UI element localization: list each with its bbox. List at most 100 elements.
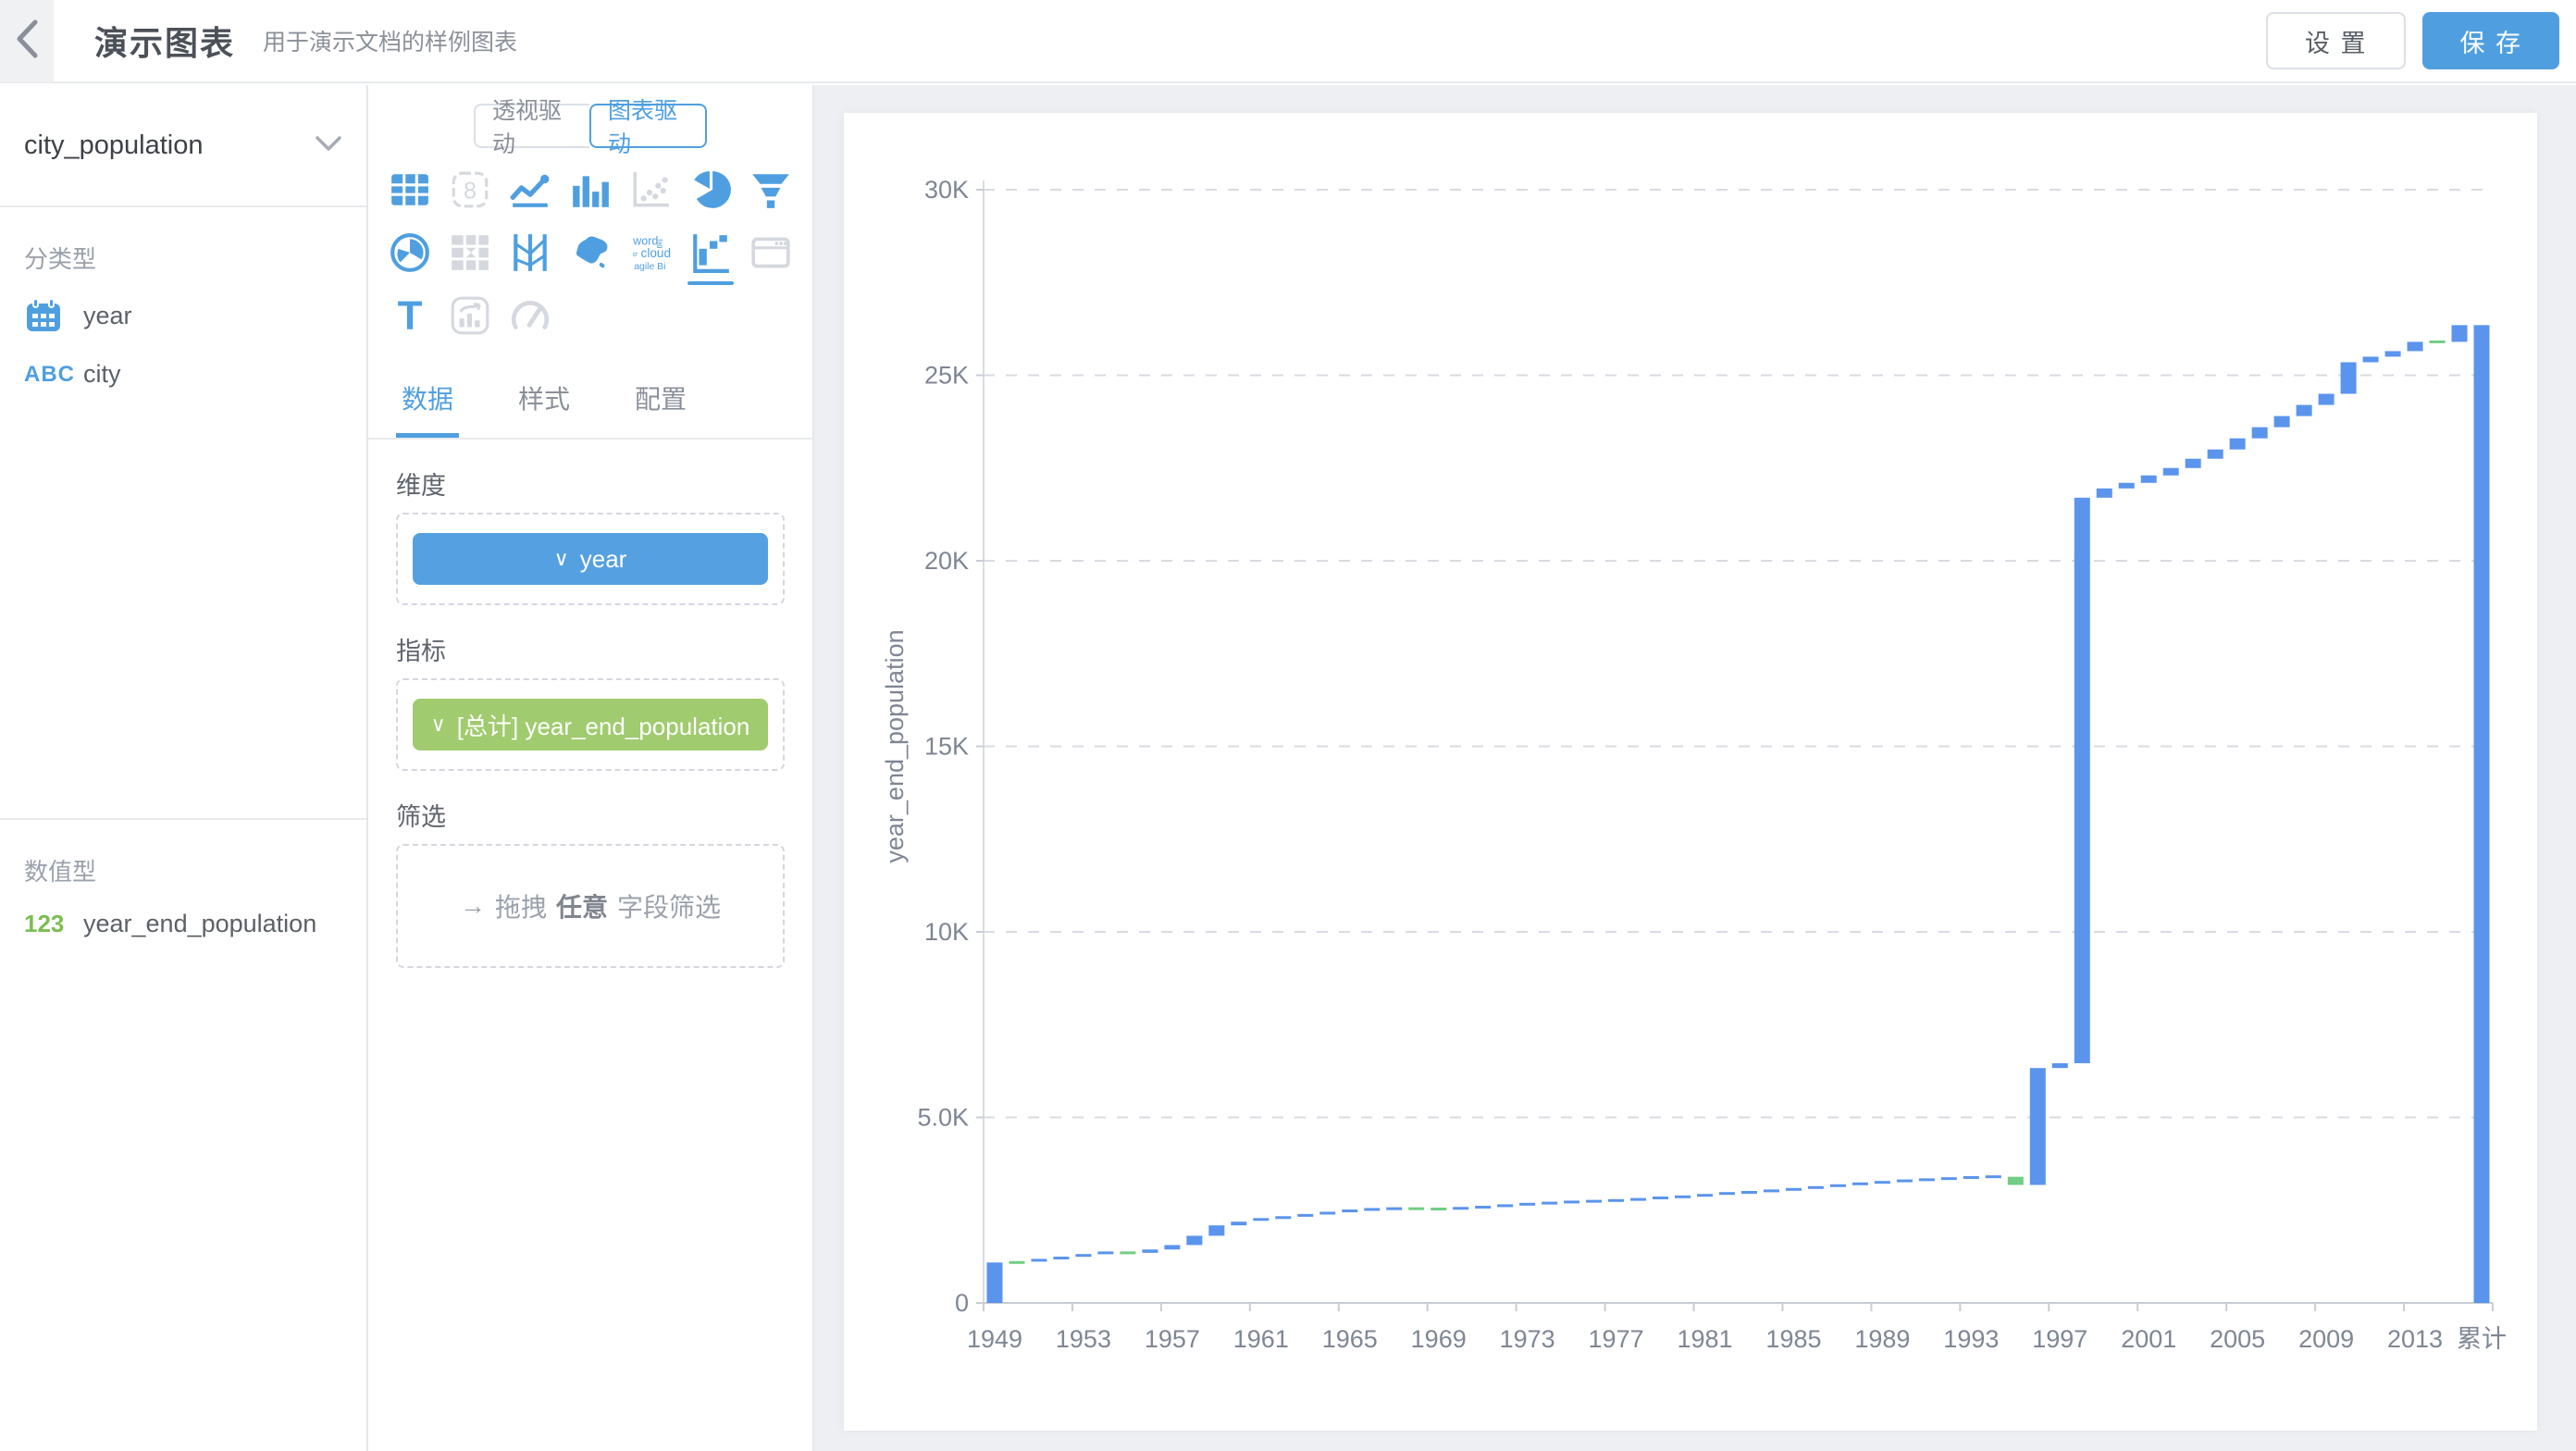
chart-type-number-card-icon[interactable]: 8 xyxy=(449,168,491,211)
svg-text:1969: 1969 xyxy=(1411,1325,1467,1353)
svg-text:T: T xyxy=(398,294,423,337)
svg-text:1973: 1973 xyxy=(1500,1325,1555,1353)
mode-pivot-driven[interactable]: 透视驱动 xyxy=(474,98,589,157)
svg-text:2001: 2001 xyxy=(2121,1325,2176,1353)
svg-text:8: 8 xyxy=(464,178,477,204)
svg-text:1977: 1977 xyxy=(1589,1325,1644,1353)
page-title: 演示图表 xyxy=(94,24,236,62)
svg-text:1949: 1949 xyxy=(967,1325,1022,1353)
chart-type-word-cloud-icon[interactable]: word tag cloud b agile Bi xyxy=(629,231,672,274)
svg-text:2013: 2013 xyxy=(2387,1325,2443,1353)
numeric-123-icon: 123 xyxy=(24,910,65,937)
svg-text:2009: 2009 xyxy=(2298,1325,2354,1353)
chart-type-waterfall-icon[interactable] xyxy=(687,231,734,285)
filter-hint-bold: 任意 xyxy=(555,893,608,922)
svg-text:1993: 1993 xyxy=(1943,1325,1999,1353)
field-item-year[interactable]: year xyxy=(0,284,366,347)
waterfall-chart: 0 5.0K 10K 15K 20K 25K 30K 1949 1953 1957 1961 1965… xyxy=(881,176,2507,1353)
chart-type-bar-icon[interactable] xyxy=(569,168,612,211)
chart-type-text-icon[interactable]: T xyxy=(389,294,431,337)
svg-text:30K: 30K xyxy=(924,176,969,204)
svg-text:15K: 15K xyxy=(924,733,969,761)
tab-数据[interactable]: 数据 xyxy=(396,365,460,438)
field-item-city[interactable]: ABC city xyxy=(0,347,366,402)
chevron-down-icon: ∨ xyxy=(430,713,446,736)
chart-type-pivot-table-icon[interactable] xyxy=(449,231,491,274)
svg-text:1989: 1989 xyxy=(1854,1325,1910,1353)
svg-text:20K: 20K xyxy=(924,547,969,575)
dimension-pill-year[interactable]: ∨ year xyxy=(413,533,768,585)
chart-canvas-area: 0 5.0K 10K 15K 20K 25K 30K 1949 1953 1957 1961 1965… xyxy=(814,85,2576,1451)
chevron-down-icon: ∨ xyxy=(553,547,569,570)
mode-toggle: 透视驱动 图表驱动 xyxy=(474,98,707,157)
chart-type-china-map-icon[interactable] xyxy=(569,231,612,274)
dimension-pill-label: year xyxy=(579,544,627,573)
calendar-icon xyxy=(24,297,83,334)
settings-button[interactable]: 设 置 xyxy=(2265,12,2407,69)
chart-type-line-icon[interactable] xyxy=(509,168,551,211)
svg-text:5.0K: 5.0K xyxy=(917,1104,969,1132)
chart-type-funnel-icon[interactable] xyxy=(749,168,792,211)
chart-config-panel: 透视驱动 图表驱动 8 word tag cloud b agile Bi T 数据 样式 配置… xyxy=(368,85,814,1451)
svg-text:1961: 1961 xyxy=(1233,1325,1289,1353)
dimension-label: 维度 xyxy=(396,472,446,500)
numeric-section: 数值型 123 year_end_population xyxy=(0,818,366,951)
metric-pill-population[interactable]: ∨ [总计] year_end_population xyxy=(413,699,768,750)
metric-dropzone[interactable]: ∨ [总计] year_end_population xyxy=(396,678,785,771)
chart-type-pie-icon[interactable] xyxy=(689,168,732,211)
dimension-dropzone[interactable]: ∨ year xyxy=(396,513,785,605)
numeric-field-list: 123 year_end_population xyxy=(0,897,366,951)
back-button[interactable] xyxy=(0,0,54,82)
chart-type-mix-chart-icon[interactable] xyxy=(449,294,491,337)
metric-label: 指标 xyxy=(396,638,446,665)
field-item-year_end_population[interactable]: 123 year_end_population xyxy=(0,897,366,951)
svg-text:1957: 1957 xyxy=(1145,1325,1200,1353)
filter-hint-post: 字段筛选 xyxy=(617,893,722,922)
field-label: year_end_population xyxy=(83,910,317,937)
header-actions: 设 置 保 存 xyxy=(2265,12,2559,69)
svg-text:b: b xyxy=(631,253,639,256)
chart-type-gauge-icon[interactable] xyxy=(509,294,551,337)
tab-样式[interactable]: 样式 xyxy=(518,385,571,414)
svg-text:agile Bi: agile Bi xyxy=(634,262,665,272)
abc-text-icon: ABC xyxy=(24,361,75,387)
chart-type-iframe-icon[interactable] xyxy=(749,231,792,274)
filter-hint-pre: 拖拽 xyxy=(494,893,547,922)
dataset-sidebar: city_population 分类型 year ABC city 数值型 123… xyxy=(0,85,368,1451)
svg-text:25K: 25K xyxy=(924,362,969,390)
svg-text:10K: 10K xyxy=(924,918,969,946)
page-subtitle: 用于演示文档的样例图表 xyxy=(263,30,518,56)
svg-text:累计: 累计 xyxy=(2457,1325,2507,1353)
chevron-down-icon xyxy=(315,134,342,157)
filter-label: 筛选 xyxy=(396,803,446,831)
metric-pill-label: [总计] year_end_population xyxy=(456,712,750,740)
svg-text:1997: 1997 xyxy=(2032,1325,2087,1353)
svg-text:1985: 1985 xyxy=(1765,1325,1821,1353)
chart-type-picker: 8 word tag cloud b agile Bi T xyxy=(368,148,812,337)
chart-type-scatter-icon[interactable] xyxy=(629,168,672,211)
numeric-section-label: 数值型 xyxy=(24,858,97,886)
svg-text:1965: 1965 xyxy=(1322,1325,1378,1353)
category-section-label: 分类型 xyxy=(24,245,97,273)
filter-dropzone[interactable]: → 拖拽 任意 字段筛选 xyxy=(396,844,785,968)
save-button[interactable]: 保 存 xyxy=(2422,12,2559,69)
svg-text:1953: 1953 xyxy=(1056,1325,1111,1353)
mode-chart-driven[interactable]: 图表驱动 xyxy=(589,98,707,157)
chart-type-table-icon[interactable] xyxy=(389,168,431,211)
tab-配置[interactable]: 配置 xyxy=(635,385,687,414)
config-tabs: 数据 样式 配置 xyxy=(368,365,812,440)
chart-type-rose-icon[interactable] xyxy=(389,231,431,274)
field-label: year xyxy=(83,301,132,329)
arrow-right-icon: → xyxy=(459,891,486,920)
chevron-left-icon xyxy=(15,19,39,64)
category-field-list: year ABC city xyxy=(0,284,366,402)
chart-type-parallel-icon[interactable] xyxy=(509,231,551,274)
svg-text:tag: tag xyxy=(656,239,664,248)
chart-card: 0 5.0K 10K 15K 20K 25K 30K 1949 1953 1957 1961 1965… xyxy=(844,113,2537,1431)
svg-text:year_end_population: year_end_population xyxy=(881,629,909,862)
dataset-selector[interactable]: city_population xyxy=(0,85,366,207)
dataset-name: city_population xyxy=(24,130,204,160)
svg-text:word: word xyxy=(632,235,658,248)
selected-chart-type-underline xyxy=(687,281,734,285)
